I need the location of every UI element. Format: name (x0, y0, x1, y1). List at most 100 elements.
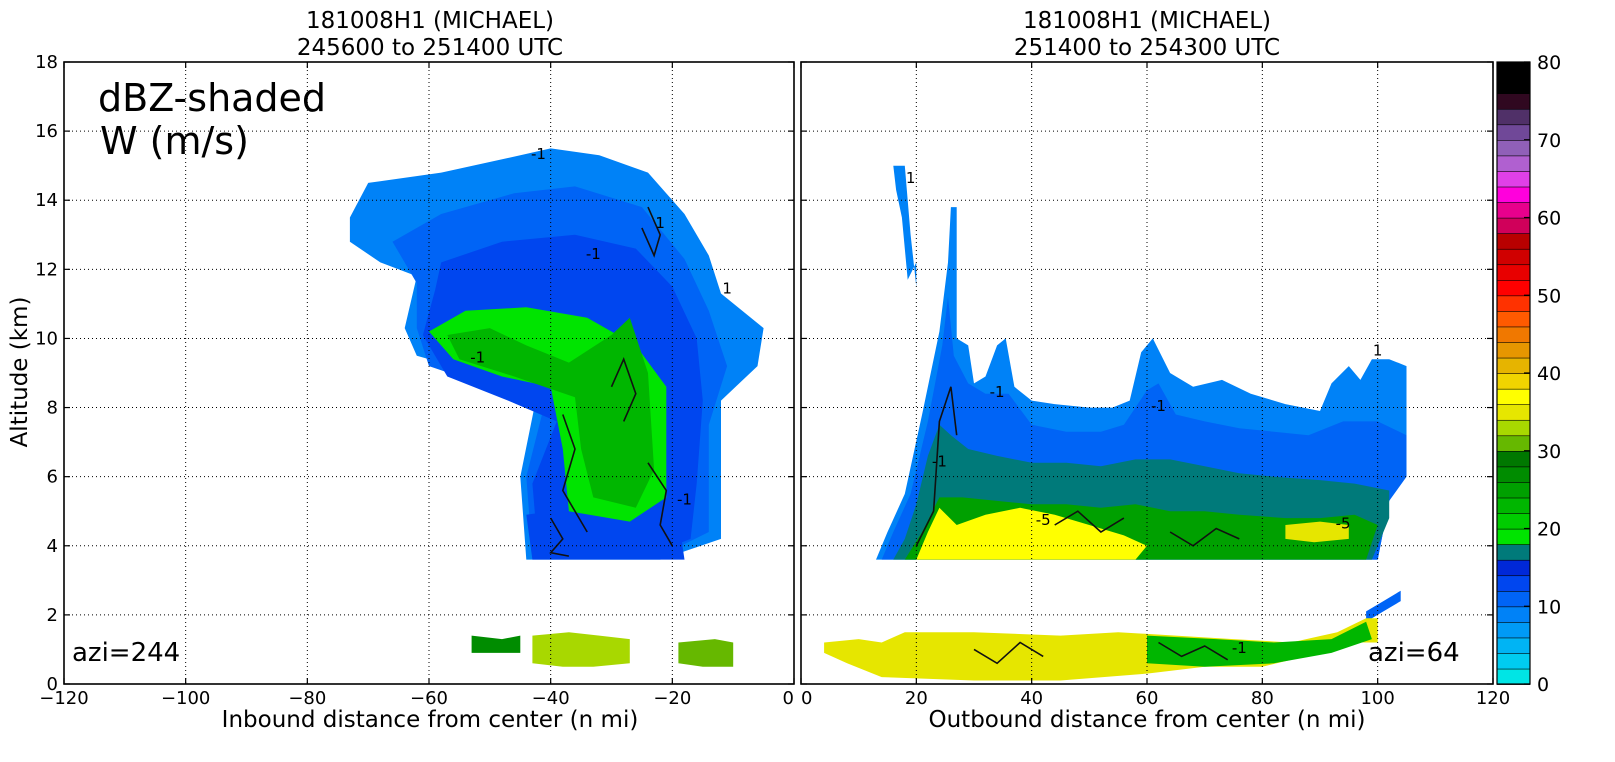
inbound-grid (64, 62, 794, 684)
dbz-shaded-annotation: dBZ-shaded (98, 76, 326, 120)
y-tick-label: 8 (47, 398, 58, 419)
x-tick-label: −120 (39, 688, 88, 709)
colorbar-step (1496, 652, 1531, 670)
w-contour-label: -1 (990, 383, 1005, 401)
colorbar-step (1496, 263, 1531, 281)
w-contour-line (647, 462, 673, 547)
colorbar-step (1496, 497, 1531, 514)
colorbar-step (1496, 621, 1531, 639)
colorbar-step (1496, 388, 1531, 405)
inbound-echo-region (447, 317, 655, 508)
outbound-panel: 181008H1 (MICHAEL) 251400 to 254300 UTC … (800, 8, 1510, 733)
y-tick-label: 6 (47, 467, 58, 488)
x-tick-label: 120 (1476, 688, 1510, 709)
colorbar-tick-label: 30 (1537, 441, 1561, 463)
colorbar-step (1496, 170, 1531, 188)
w-contour-label: -1 (1151, 397, 1166, 415)
w-contour-line (561, 414, 588, 533)
colorbar-tick-label: 10 (1537, 596, 1561, 618)
w-contour-label: -1 (586, 245, 601, 263)
colorbar-step (1496, 186, 1531, 203)
colorbar-step (1496, 590, 1531, 608)
y-tick-label: 10 (35, 328, 58, 349)
colorbar-step (1496, 139, 1531, 157)
inbound-y-ticks: 0 2 4 6 8 10 12 14 16 18 (35, 52, 794, 695)
inbound-echo-region (471, 635, 521, 653)
colorbar-step (1496, 279, 1531, 297)
x-tick-label: −20 (653, 688, 691, 709)
inbound-echo-region (526, 511, 685, 560)
colorbar-tick-label: 70 (1537, 130, 1561, 152)
outbound-panel-title-line1: 181008H1 (MICHAEL) (1023, 8, 1271, 34)
outbound-azimuth-label: azi=64 (1368, 638, 1460, 668)
x-tick-label: 100 (1360, 688, 1394, 709)
w-contour-line (1169, 527, 1240, 547)
colorbar-tick-label: 60 (1537, 208, 1561, 230)
w-contour-line (610, 357, 637, 422)
colorbar-step (1496, 528, 1531, 545)
w-contour-label: -1 (470, 349, 485, 367)
w-contour-line (1054, 510, 1125, 533)
y-tick-label: 18 (35, 52, 58, 73)
colorbar-step (1496, 559, 1531, 577)
w-contour-label: -5 (1336, 515, 1351, 533)
outbound-y-ticks (801, 61, 1493, 685)
w-contour-label: 1 (906, 169, 916, 187)
colorbar-step (1496, 605, 1531, 623)
outbound-echo-region (1285, 521, 1349, 543)
w-contour-label: 1 (722, 280, 732, 298)
inbound-x-axis-label: Inbound distance from center (n mi) (222, 707, 639, 733)
colorbar-step (1496, 434, 1531, 452)
w-contour-label: -5 (1036, 511, 1051, 529)
inbound-w-contours: -1 -1 -1 1 -1 1 (470, 145, 732, 557)
w-contour-label: -1 (1232, 639, 1247, 657)
w-contour-label: -1 (932, 452, 947, 470)
colorbar-step (1496, 341, 1531, 359)
y-tick-label: 2 (47, 605, 58, 626)
colorbar-step (1496, 217, 1531, 234)
colorbar-step (1496, 77, 1531, 95)
y-tick-label: 14 (35, 190, 58, 211)
colorbar-step (1496, 637, 1531, 654)
inbound-x-ticks: −120 −100 −80 −60 −40 −20 0 (39, 62, 795, 709)
outbound-x-axis-label: Outbound distance from center (n mi) (929, 707, 1366, 733)
colorbar-tick-label: 80 (1537, 52, 1561, 74)
w-contour-line (1158, 641, 1229, 661)
x-tick-label: 80 (1251, 688, 1274, 709)
y-axis-label: Altitude (km) (7, 297, 33, 448)
colorbar-step (1496, 512, 1531, 530)
x-tick-label: −80 (288, 688, 326, 709)
colorbar-step (1496, 294, 1531, 312)
x-tick-label: 60 (1136, 688, 1159, 709)
outbound-echo-region (1366, 590, 1401, 622)
w-ms-annotation: W (m/s) (100, 119, 249, 163)
x-tick-label: 40 (1020, 688, 1043, 709)
w-contour-line (641, 206, 662, 258)
y-tick-label: 0 (47, 674, 58, 695)
outbound-grid (801, 62, 1493, 684)
x-tick-label: −40 (532, 688, 570, 709)
colorbar-step (1496, 357, 1531, 374)
y-tick-label: 4 (47, 536, 58, 557)
colorbar-tick-label: 20 (1537, 519, 1561, 541)
x-tick-label: −60 (410, 688, 448, 709)
colorbar-step (1496, 108, 1531, 126)
inbound-azimuth-label: azi=244 (72, 638, 180, 668)
outbound-echo-regions (824, 165, 1407, 681)
inbound-echo-region (532, 632, 630, 667)
dbz-colorbar: 0 10 20 30 40 50 60 70 80 (1496, 52, 1561, 696)
outbound-x-ticks: 0 20 40 60 80 100 120 (800, 62, 1510, 709)
x-tick-label: −100 (161, 688, 210, 709)
inbound-echo-region (678, 639, 734, 667)
outbound-echo-region (893, 165, 917, 287)
w-contour-label: 1 (655, 214, 665, 232)
colorbar-step (1496, 668, 1531, 685)
y-tick-label: 16 (35, 121, 58, 142)
colorbar-step (1496, 419, 1531, 437)
colorbar-step (1496, 232, 1531, 250)
colorbar-color-steps (1496, 61, 1531, 685)
x-tick-label: 20 (905, 688, 928, 709)
colorbar-step (1496, 372, 1531, 390)
w-contour-line (973, 641, 1044, 665)
